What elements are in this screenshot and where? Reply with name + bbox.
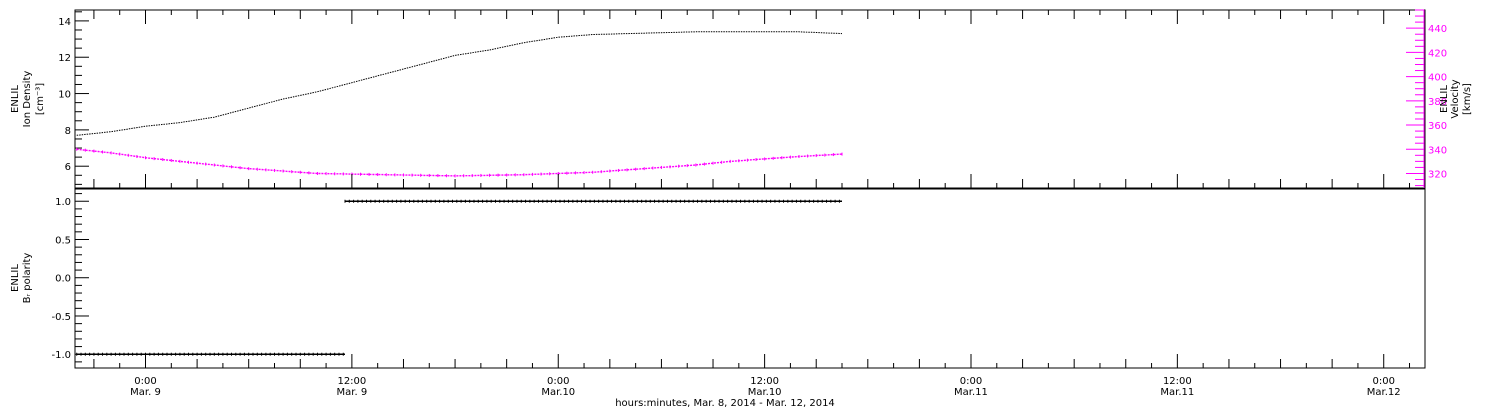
time-tick-label: 12:00 <box>337 376 366 387</box>
ion-density-tick-label: 14 <box>58 17 71 28</box>
velocity-series-line <box>76 148 843 177</box>
ion-density-tick-label: 12 <box>58 53 71 64</box>
top-panel: 6 8 10 12 14 320 340 360 380 400 420 440 ENLIL Ion… <box>10 9 1473 189</box>
velocity-label-source: ENLIL <box>1439 85 1450 113</box>
time-tick-label: 12:00 <box>750 376 779 387</box>
ion-density-label-unit: [cm⁻³] <box>35 83 46 115</box>
bottom-panel: -1.0 -0.5 0.0 0.5 1.0 ENLIL Bᵣ polarity <box>10 188 1426 369</box>
velocity-tick-label: 440 <box>1428 24 1447 35</box>
ion-density-tick-label: 8 <box>65 126 71 137</box>
time-tick-label: 0:00 <box>134 376 156 387</box>
time-tick-label: 12:00 <box>1163 376 1192 387</box>
bottom-series <box>76 199 843 356</box>
ion-density-series-line <box>76 31 843 136</box>
date-tick-label: Mar.12 <box>1367 387 1401 398</box>
ion-density-tick-label: 10 <box>58 90 71 101</box>
br-polarity-tick-label: -1.0 <box>51 350 71 361</box>
velocity-label-unit: [km/s] <box>1462 83 1473 115</box>
date-tick-label: Mar. 9 <box>337 387 368 398</box>
date-tick-label: Mar.10 <box>541 387 575 398</box>
time-tick-label: 0:00 <box>960 376 982 387</box>
velocity-tick-label: 360 <box>1428 121 1447 132</box>
time-tick-label: 0:00 <box>547 376 569 387</box>
time-axis-title: hours:minutes, Mar. 8, 2014 - Mar. 12, 2… <box>615 398 835 409</box>
date-tick-label: Mar.11 <box>954 387 988 398</box>
br-polarity-label-quantity: Bᵣ polarity <box>22 253 33 304</box>
br-polarity-tick-label: 0.0 <box>55 274 71 285</box>
velocity-tick-label: 380 <box>1428 97 1447 108</box>
ion-density-label-source: ENLIL <box>10 85 21 113</box>
br-polarity-tick-label: -0.5 <box>51 312 71 323</box>
br-polarity-tick-label: 0.5 <box>55 235 71 246</box>
top-series <box>76 31 843 178</box>
velocity-label-quantity: Velocity <box>1450 79 1461 118</box>
date-tick-label: Mar. 9 <box>130 387 161 398</box>
br-polarity-tick-label: 1.0 <box>55 197 71 208</box>
date-tick-label: Mar.11 <box>1160 387 1194 398</box>
ion-density-label-quantity: Ion Density <box>22 71 33 128</box>
top-panel-frame <box>74 9 1426 189</box>
bottom-panel-frame <box>74 188 1426 369</box>
ion-density-axis: 6 8 10 12 14 <box>58 11 89 185</box>
velocity-tick-label: 340 <box>1428 145 1447 156</box>
velocity-tick-label: 400 <box>1428 73 1447 84</box>
velocity-tick-label: 420 <box>1428 48 1447 59</box>
ion-density-tick-label: 6 <box>65 162 71 173</box>
velocity-tick-label: 320 <box>1428 169 1447 180</box>
velocity-axis: 320 340 360 380 400 420 440 <box>1406 9 1447 188</box>
time-tick-label: 0:00 <box>1372 376 1394 387</box>
br-polarity-label-source: ENLIL <box>10 264 21 292</box>
date-tick-label: Mar.10 <box>748 387 782 398</box>
